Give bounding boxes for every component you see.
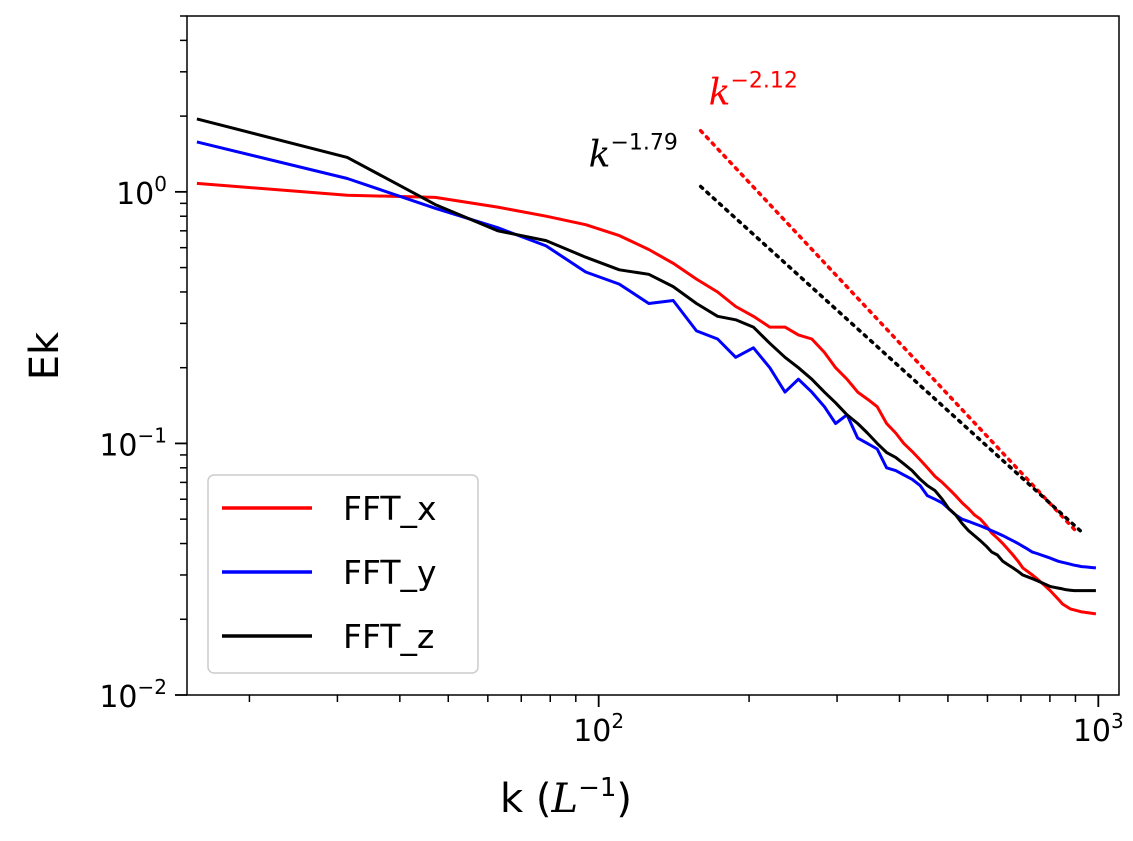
x-tick-label: 103 <box>1073 709 1124 749</box>
reference-label-1: k−1.79 <box>589 131 678 176</box>
y-tick-label: 10−1 <box>99 423 167 463</box>
legend-box <box>207 474 479 674</box>
series-line-fft-x <box>196 181 1097 616</box>
x-tick-label: 102 <box>573 709 624 749</box>
legend-label-fft-z: FFT_z <box>343 617 434 656</box>
axis-ticks: 102 103 100 10−1 10−2 <box>99 15 1124 749</box>
y-axis-label: Ek <box>22 331 68 380</box>
reference-line-1 <box>698 184 1082 533</box>
legend: FFT_x FFT_y FFT_z <box>207 474 479 674</box>
y-tick-label: 100 <box>116 172 167 212</box>
y-tick-label: 10−2 <box>99 675 167 715</box>
reference-label-0: k−2.12 <box>709 69 798 114</box>
legend-label-fft-x: FFT_x <box>343 489 437 528</box>
x-axis-label: k (L−1) <box>500 773 632 822</box>
series-line-fft-z <box>196 117 1096 593</box>
reference-lines: k−2.12 k−1.79 <box>589 69 1082 535</box>
reference-line-0 <box>698 128 1080 535</box>
legend-label-fft-y: FFT_y <box>343 553 437 592</box>
series-layer <box>196 117 1097 616</box>
